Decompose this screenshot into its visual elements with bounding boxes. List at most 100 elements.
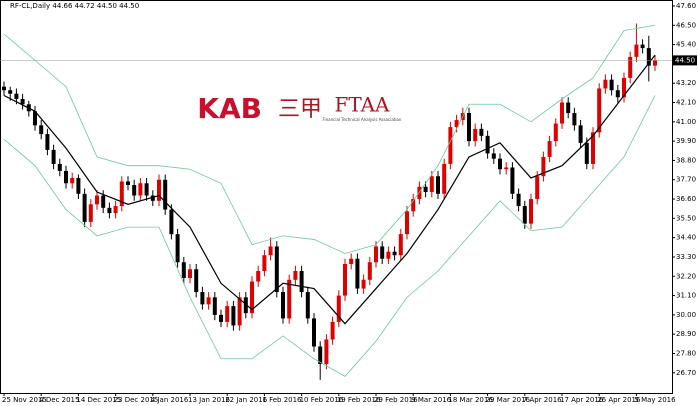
last-price-label: 44.50 (675, 56, 695, 64)
candle-body (634, 44, 639, 57)
plot-frame (0, 0, 673, 394)
candle-body (330, 321, 335, 340)
candle-body (113, 206, 118, 214)
candle-body (262, 255, 267, 272)
x-tick-label: 5 May 2016 (634, 396, 676, 404)
y-tick-label: 37.70 (676, 176, 696, 184)
candle-body (541, 156, 546, 177)
candle-body (39, 125, 44, 135)
x-tick-label: 18 Mar 2016 (448, 396, 493, 404)
candle-body (45, 134, 50, 150)
candle-body (163, 179, 168, 210)
candle-body (157, 179, 161, 201)
candle-body (169, 209, 174, 235)
candle-body (578, 125, 583, 143)
candle-body (175, 234, 180, 263)
candle-body (206, 297, 211, 305)
candle-body (194, 269, 199, 293)
candle-body (653, 60, 657, 66)
candle-body (361, 279, 366, 289)
candle-body (305, 292, 310, 319)
candle-body (640, 44, 645, 49)
candle-body (20, 98, 25, 105)
candle-body (454, 120, 459, 128)
indicator-line (3, 54, 656, 325)
logo-caption: Financial Technical Analysis Association (323, 117, 402, 122)
candle-body (2, 86, 6, 91)
indicator-line (3, 24, 656, 254)
x-tick-label: 10 Feb 2016 (300, 396, 344, 404)
candle-body (219, 314, 223, 322)
candle-body (417, 186, 422, 200)
candle-body (584, 142, 589, 164)
x-tick-label: 9 Mar 2016 (411, 396, 451, 404)
candle-body (237, 297, 242, 326)
candle-body (324, 339, 329, 365)
x-tick-label: 29 Feb 2016 (374, 396, 418, 404)
y-tick-label: 41.00 (676, 118, 696, 126)
candle-body (95, 195, 99, 205)
candle-body (70, 177, 75, 184)
y-tick-label: 30.00 (676, 311, 696, 319)
candle-body (609, 79, 614, 91)
y-tick-label: 45.40 (676, 41, 696, 49)
logo-mark: 三甲 (278, 97, 322, 122)
x-tick-label: 4 Dec 2015 (39, 396, 79, 404)
candle-body (64, 170, 68, 184)
x-tick-label: 17 Apr 2016 (560, 396, 604, 404)
candle-body (76, 177, 81, 194)
candle-body (119, 181, 124, 207)
candle-body (553, 123, 558, 142)
candle-body (392, 251, 397, 256)
candle-body (522, 206, 527, 224)
y-tick-label: 47.60 (676, 2, 696, 10)
candle-body (374, 246, 378, 263)
candle-body (101, 195, 106, 208)
candle-body (622, 77, 626, 98)
candle-body (603, 79, 608, 89)
y-tick-label: 38.80 (676, 156, 696, 164)
candle-body (57, 163, 62, 171)
candle-body (473, 128, 478, 142)
candle-body (423, 186, 428, 193)
x-tick-label: 1 Feb 2016 (262, 396, 302, 404)
candle-body (14, 93, 19, 99)
x-tick-label: 14 Dec 2015 (76, 396, 121, 404)
x-tick-label: 23 Dec 2015 (114, 396, 159, 404)
x-tick-label: 22 Jan 2016 (225, 396, 268, 404)
candle-body (479, 128, 484, 136)
candle-body (467, 113, 471, 142)
y-tick-label: 28.90 (676, 330, 696, 338)
candle-body (560, 102, 564, 124)
candle-body (566, 102, 571, 114)
candle-body (82, 193, 87, 222)
y-tick-label: 36.60 (676, 195, 696, 203)
candle-body (33, 111, 37, 126)
candle-body (411, 199, 416, 212)
y-tick-label: 46.50 (676, 21, 696, 29)
y-tick-label: 34.40 (676, 234, 696, 242)
candle-body (386, 251, 391, 259)
chart-title: RF-CL,Daily 44.66 44.72 44.50 44.50 (10, 2, 139, 10)
candle-body (318, 346, 323, 365)
indicator-line (3, 95, 656, 377)
candle-body (150, 195, 155, 201)
candle-body (367, 262, 372, 280)
candle-body (491, 153, 496, 159)
candle-body (547, 141, 552, 157)
logo-ftaa: FTAA (334, 93, 390, 117)
candle-body (429, 176, 434, 193)
candle-body (628, 56, 633, 78)
candle-body (268, 246, 273, 256)
candle-body (398, 234, 403, 256)
candle-body (343, 263, 347, 296)
x-tick-label: 29 Mar 2016 (486, 396, 531, 404)
candle-body (138, 183, 143, 196)
candle-body (107, 207, 112, 214)
candle-body (436, 176, 440, 194)
candle-body (132, 185, 137, 196)
x-tick-label: 13 Jan 2016 (188, 396, 231, 404)
y-tick-label: 42.10 (676, 99, 696, 107)
candle-body (243, 297, 248, 314)
